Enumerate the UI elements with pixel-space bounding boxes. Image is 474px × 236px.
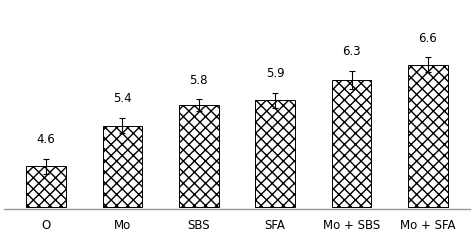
Text: 6.3: 6.3: [342, 45, 361, 58]
Bar: [26, 166, 66, 206]
Text: 4.6: 4.6: [37, 133, 55, 146]
Text: 5.8: 5.8: [190, 74, 208, 87]
Text: 5.9: 5.9: [266, 67, 284, 80]
Bar: [332, 80, 371, 206]
Bar: [408, 65, 448, 206]
Bar: [255, 100, 295, 206]
Bar: [103, 126, 142, 206]
Text: 5.4: 5.4: [113, 92, 132, 105]
Bar: [179, 105, 219, 206]
Text: 6.6: 6.6: [419, 32, 437, 45]
